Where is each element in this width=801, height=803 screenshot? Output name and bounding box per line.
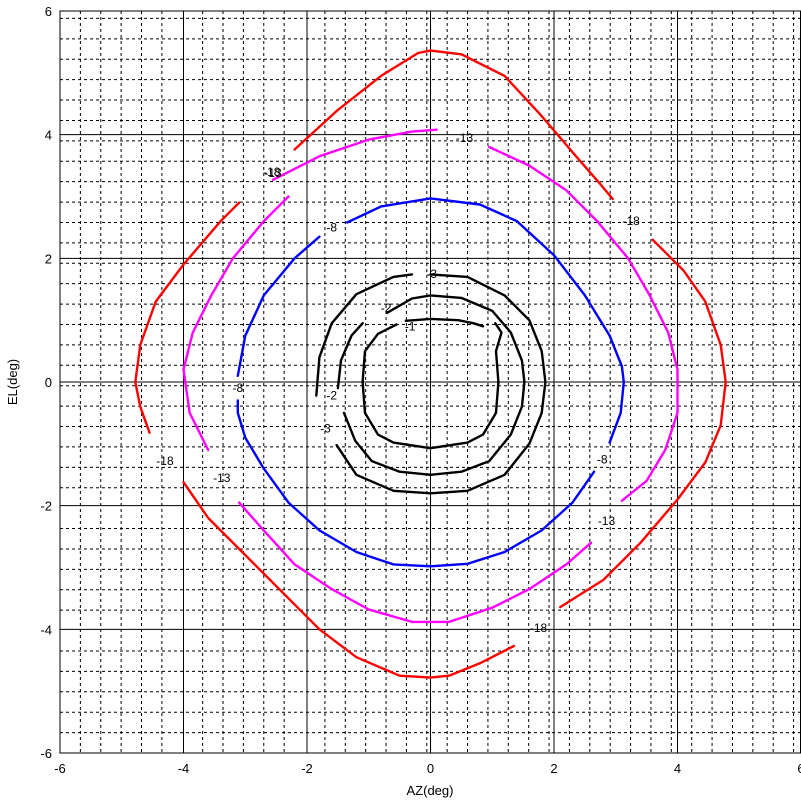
contour-line-1 [404, 317, 485, 328]
contour-label: -13 [264, 166, 282, 180]
contour-line-3 [315, 273, 414, 397]
contour-layer [134, 49, 727, 679]
y-tick-label: 2 [45, 251, 52, 266]
y-tick-label: 0 [45, 375, 52, 390]
contour-label: -18 [263, 165, 281, 179]
contour-label: -18 [530, 621, 548, 635]
y-tick-label: -6 [40, 746, 52, 761]
y-tick-label: 6 [45, 4, 52, 19]
tick-labels: -6 -4 -2 0 2 4 6 -6 -4 -2 0 2 4 6 [40, 4, 801, 776]
contour-line-8 [236, 235, 321, 377]
contour-label: -13 [456, 131, 474, 145]
contour-label: -8 [597, 452, 608, 466]
contour-line-2 [342, 294, 526, 476]
grid-layer [59, 10, 801, 754]
contour-label: -2 [326, 389, 337, 403]
contour-label: -8 [233, 381, 244, 395]
contour-line-13 [488, 145, 679, 502]
x-axis-title: AZ(deg) [407, 783, 454, 798]
contour-label: -1 [405, 319, 416, 333]
y-axis-title: EL(deg) [5, 359, 20, 405]
contour-label: -2 [381, 301, 392, 315]
contour-line-18 [134, 201, 241, 434]
contour-line-18 [559, 238, 727, 609]
contour-line-13 [182, 195, 290, 452]
contour-line-8 [236, 399, 596, 568]
contour-label: -3 [320, 421, 331, 435]
contour-line-18 [293, 49, 614, 201]
contour-label: -13 [213, 471, 231, 485]
x-tick-label: 2 [550, 761, 557, 776]
contour-label: -8 [326, 220, 337, 234]
contour-line-13 [271, 128, 438, 182]
x-tick-label: -6 [54, 761, 66, 776]
contour-line-13 [237, 501, 593, 624]
y-tick-label: -4 [40, 622, 52, 637]
contour-label: -13 [598, 514, 616, 528]
contour-line-2 [336, 322, 364, 390]
x-tick-label: -4 [178, 761, 190, 776]
contour-line-1 [361, 322, 503, 450]
contour-label: -18 [156, 454, 174, 468]
x-tick-label: -2 [301, 761, 313, 776]
x-tick-label: 6 [797, 761, 801, 776]
contour-line-3 [335, 273, 547, 495]
contour-line-8 [345, 197, 625, 444]
contour-label: -18 [623, 214, 641, 228]
contour-label: -3 [426, 267, 437, 281]
x-tick-label: 0 [427, 761, 434, 776]
y-tick-label: 4 [45, 128, 52, 143]
y-tick-label: -2 [40, 499, 52, 514]
x-tick-label: 4 [674, 761, 681, 776]
contour-line-18 [182, 481, 516, 679]
contour-label-layer: -1-2-2-3-3-8-8-8-13-13-13-13-18-18-18-18 [156, 131, 640, 635]
